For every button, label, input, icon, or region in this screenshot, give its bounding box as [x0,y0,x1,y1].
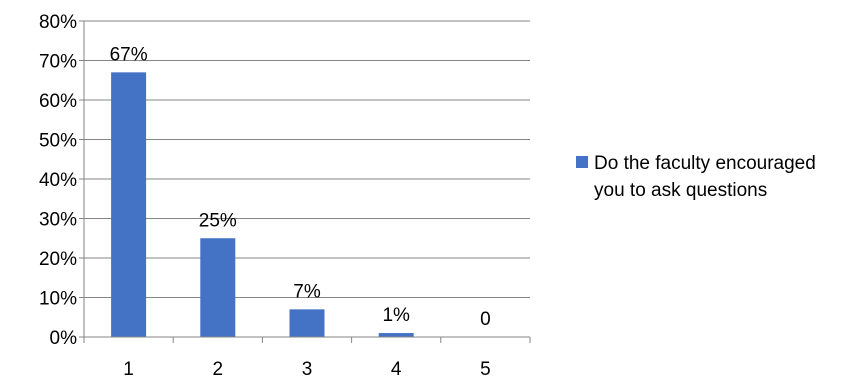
bars [111,72,414,337]
data-label: 1% [382,305,410,326]
y-tick-label: 40% [39,170,77,191]
x-tick-label: 1 [123,359,134,380]
bar [378,333,414,337]
x-tick-label: 5 [480,359,491,380]
x-axis [83,21,530,338]
x-tick-label: 3 [302,359,313,380]
x-axis-ticks: 1 2 3 4 5 [83,337,531,380]
bar [111,72,147,337]
gridlines [84,20,530,298]
y-tick-label: 70% [39,52,77,73]
legend: Do the faculty encouraged you to ask que… [576,150,838,204]
data-label: 0 [480,309,491,330]
data-label: 7% [293,281,321,302]
y-tick-label: 30% [39,210,77,231]
y-tick-label: 20% [39,249,77,270]
data-labels: 67% 25% 7% 1% 0 [110,44,491,330]
data-label: 25% [199,210,237,231]
y-tick-label: 50% [39,131,77,152]
x-tick-label: 2 [213,359,224,380]
bar [289,309,325,337]
y-tick-label: 80% [39,12,77,33]
y-tick-label: 10% [39,289,77,310]
data-label: 67% [110,44,148,65]
y-axis-ticks: 0% 10% 20% 30% 40% 50% 60% 70% 80% [39,12,84,349]
y-tick-label: 0% [50,328,78,349]
y-tick-label: 60% [39,91,77,112]
legend-label: Do the faculty encouraged you to ask que… [594,153,816,201]
bar [200,238,236,337]
x-tick-label: 4 [391,359,402,380]
legend-swatch [576,156,588,168]
